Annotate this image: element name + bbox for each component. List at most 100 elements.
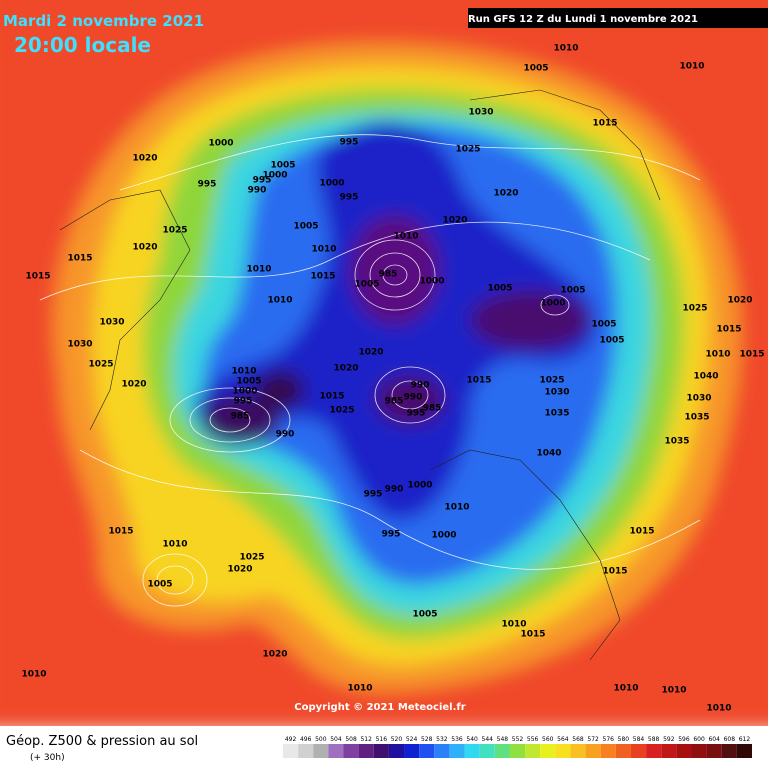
pressure-label: 1030 (468, 108, 493, 118)
run-info: Run GFS 12 Z du Lundi 1 novembre 2021 (468, 14, 698, 25)
pressure-label: 1010 (231, 367, 256, 377)
pressure-label: 1010 (393, 232, 418, 242)
pressure-label: 1005 (293, 222, 318, 232)
pressure-label: 1040 (536, 449, 561, 459)
legend-label: 516 (376, 736, 388, 743)
legend-label: 492 (285, 736, 297, 743)
pressure-label: 1025 (539, 376, 564, 386)
pressure-label: 1020 (132, 154, 157, 164)
legend-swatch (691, 744, 707, 758)
pressure-label: 1025 (239, 553, 264, 563)
coastlines (59, 89, 661, 661)
pressure-label: 1020 (493, 189, 518, 199)
legend-label: 556 (527, 736, 539, 743)
pressure-label: 1005 (412, 610, 437, 620)
pressure-label: 1010 (21, 670, 46, 680)
pressure-label: 1015 (108, 527, 133, 537)
pressure-label: 1020 (442, 216, 467, 226)
legend-swatch (676, 744, 692, 758)
isobars (39, 134, 701, 607)
legend-swatch (298, 744, 314, 758)
pressure-label: 1035 (664, 437, 689, 447)
pressure-label: 995 (382, 530, 401, 540)
legend-swatch (509, 744, 526, 758)
legend-swatch (388, 744, 405, 758)
legend-swatch (540, 744, 556, 758)
pressure-label: 1015 (319, 392, 344, 402)
copyright: Copyright © 2021 Meteociel.fr (294, 702, 465, 713)
legend-swatch (328, 744, 344, 758)
pressure-label: 995 (253, 176, 272, 186)
legend: 492 496 500 504 508 512 516 520 524 528 532 536 540 5… (283, 736, 752, 758)
pressure-label: 1005 (236, 377, 261, 387)
legend-swatch (736, 744, 752, 758)
pressure-label: 995 (340, 138, 359, 148)
legend-label: 540 (466, 736, 478, 743)
footer-title: Géop. Z500 & pression au sol (6, 734, 198, 749)
pressure-label: 1020 (333, 364, 358, 374)
legend-label: 588 (648, 736, 660, 743)
pressure-label: 1015 (67, 254, 92, 264)
legend-swatch (343, 744, 359, 758)
legend-label: 604 (708, 736, 720, 743)
pressure-label: 1010 (705, 350, 730, 360)
pressure-label: 1015 (310, 272, 335, 282)
pressure-label: 1025 (88, 360, 113, 370)
legend-label: 576 (603, 736, 615, 743)
pressure-label: 1005 (591, 320, 616, 330)
pressure-label: 1020 (262, 650, 287, 660)
pressure-label: 1005 (599, 336, 624, 346)
pressure-label: 1020 (727, 296, 752, 306)
legend-swatch (570, 744, 586, 758)
legend-label: 512 (360, 736, 372, 743)
legend-label: 592 (663, 736, 675, 743)
pressure-label: 1030 (686, 394, 711, 404)
pressure-label: 1000 (540, 299, 565, 309)
pressure-label: 1010 (162, 540, 187, 550)
pressure-label: 1025 (329, 406, 354, 416)
pressure-label: 1000 (407, 481, 432, 491)
pressure-label: 990 (411, 381, 430, 391)
legend-label: 596 (678, 736, 690, 743)
pressure-label: 1010 (501, 620, 526, 630)
run-box (468, 8, 768, 28)
pressure-label: 1010 (267, 296, 292, 306)
legend-swatch (721, 744, 737, 758)
pressure-label: 995 (198, 180, 217, 190)
pressure-label: 1000 (319, 179, 344, 189)
legend-label: 612 (739, 736, 751, 743)
pressure-label: 995 (364, 490, 383, 500)
pressure-label: 985 (379, 270, 398, 280)
pressure-label: 1010 (706, 704, 731, 714)
pressure-label: 1010 (444, 503, 469, 513)
legend-label: 532 (436, 736, 448, 743)
pressure-label: 1010 (246, 265, 271, 275)
pressure-label: 1025 (682, 304, 707, 314)
pressure-label: 985 (231, 412, 250, 422)
legend-swatch (525, 744, 541, 758)
pressure-label: 1000 (262, 171, 287, 181)
legend-label: 500 (315, 736, 327, 743)
legend-label: 524 (406, 736, 418, 743)
legend-label: 536 (451, 736, 463, 743)
legend-swatch (630, 744, 647, 758)
legend-swatch (419, 744, 435, 758)
pressure-label: 1030 (544, 388, 569, 398)
legend-swatch (555, 744, 571, 758)
legend-swatch (479, 744, 495, 758)
legend-label: 552 (512, 736, 524, 743)
legend-label: 600 (693, 736, 705, 743)
legend-swatch (434, 744, 450, 758)
legend-swatch (283, 744, 299, 758)
pressure-label: 1015 (592, 119, 617, 129)
pressure-label: 1030 (67, 340, 92, 350)
pressure-label: 990 (404, 393, 423, 403)
date: Mardi 2 novembre 2021 (3, 12, 204, 30)
time: 20:00 locale (14, 33, 151, 57)
pressure-label: 1000 (419, 277, 444, 287)
pressure-label: 985 (385, 397, 404, 407)
pressure-label: 1005 (487, 284, 512, 294)
pressure-label: 1000 (431, 531, 456, 541)
legend-label: 584 (633, 736, 645, 743)
